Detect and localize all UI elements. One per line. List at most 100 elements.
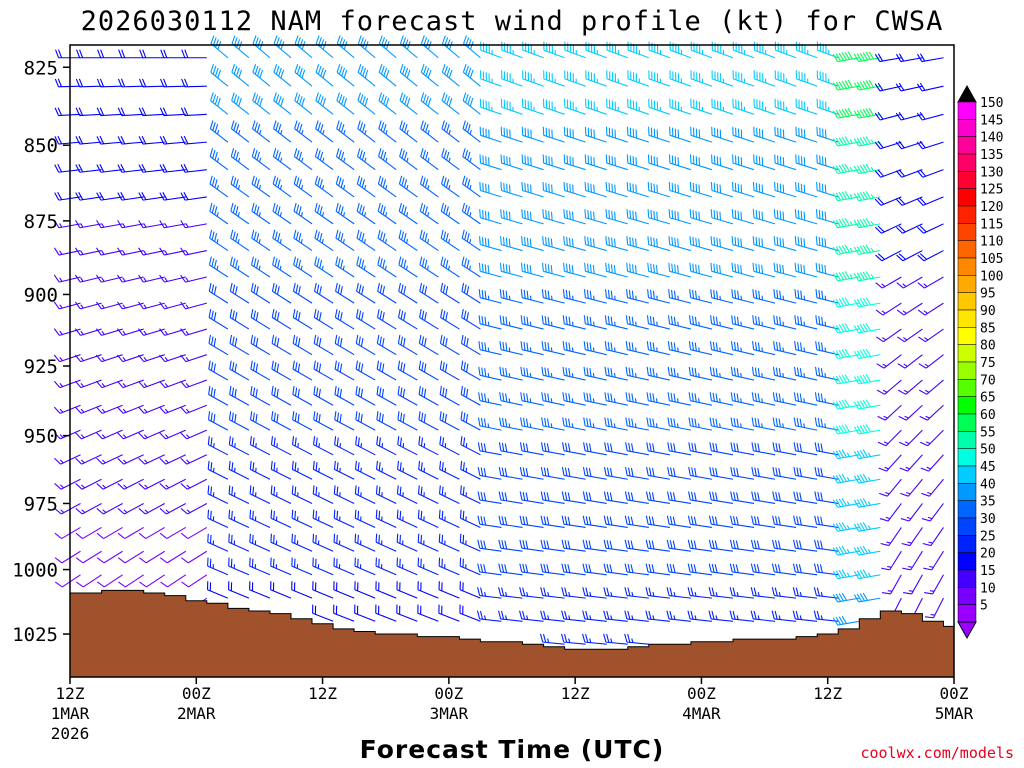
wind-barb bbox=[460, 360, 481, 381]
wind-barb bbox=[96, 247, 123, 256]
wind-barb bbox=[499, 341, 523, 356]
wind-barb bbox=[816, 181, 839, 198]
wind-barb bbox=[376, 386, 397, 406]
wind-barb bbox=[249, 557, 271, 576]
y-tick-label: 925 bbox=[24, 356, 58, 378]
wind-barb bbox=[687, 610, 713, 622]
wind-barb bbox=[562, 417, 586, 431]
wind-barb bbox=[793, 392, 818, 406]
wind-barb bbox=[294, 35, 313, 59]
wind-barb bbox=[605, 181, 628, 198]
wind-barb bbox=[816, 126, 839, 143]
wind-barb bbox=[772, 442, 797, 456]
wind-barb bbox=[750, 563, 776, 576]
wind-barb bbox=[646, 392, 670, 406]
wind-barb bbox=[521, 98, 544, 115]
wind-barb bbox=[647, 181, 671, 198]
wind-barb bbox=[604, 341, 628, 356]
wind-barb bbox=[273, 64, 292, 87]
wind-barb bbox=[731, 181, 755, 198]
wind-barb bbox=[774, 70, 797, 87]
wind-barb bbox=[561, 491, 586, 505]
wind-barb bbox=[96, 550, 123, 564]
wind-barb bbox=[418, 436, 439, 456]
colorbar-swatch bbox=[957, 101, 977, 120]
wind-barb bbox=[625, 392, 649, 406]
wind-barb bbox=[312, 509, 334, 528]
wind-barb bbox=[419, 309, 439, 330]
wind-barb bbox=[709, 491, 734, 505]
wind-barb bbox=[477, 563, 502, 576]
wind-barb bbox=[207, 436, 229, 456]
x-tick-label: 12Z bbox=[308, 684, 337, 703]
wind-barb bbox=[159, 526, 187, 540]
wind-barb bbox=[853, 473, 881, 484]
wind-barb bbox=[917, 250, 944, 262]
wind-barb bbox=[561, 563, 586, 576]
colorbar-swatch bbox=[957, 535, 977, 553]
wind-barb bbox=[605, 126, 628, 143]
y-tick-label: 825 bbox=[24, 57, 58, 79]
wind-barb bbox=[96, 404, 123, 414]
colorbar-label: 85 bbox=[980, 321, 996, 336]
wind-barb bbox=[417, 509, 439, 528]
wind-barb bbox=[75, 135, 102, 145]
wind-barb bbox=[271, 282, 292, 304]
wind-barb bbox=[461, 256, 481, 278]
wind-barb bbox=[916, 53, 944, 63]
wind-barb bbox=[582, 633, 607, 645]
colorbar-swatch bbox=[957, 240, 977, 259]
wind-barb bbox=[180, 478, 208, 490]
wind-barb bbox=[709, 392, 734, 406]
wind-barb bbox=[312, 581, 334, 599]
wind-barb bbox=[251, 148, 271, 171]
wind-barb bbox=[795, 181, 818, 198]
wind-barb bbox=[159, 379, 186, 389]
wind-barb bbox=[874, 169, 902, 178]
wind-barb bbox=[399, 148, 418, 171]
wind-barb bbox=[210, 35, 229, 59]
wind-barb bbox=[793, 442, 818, 456]
wind-barb bbox=[271, 309, 292, 330]
wind-barb bbox=[645, 515, 670, 528]
x-tick-label: 00Z bbox=[434, 684, 463, 703]
wind-barb bbox=[209, 175, 229, 198]
wind-barb bbox=[499, 392, 523, 406]
wind-barb bbox=[708, 539, 734, 552]
wind-barb bbox=[117, 164, 144, 173]
wind-barb bbox=[499, 289, 523, 304]
wind-barb bbox=[376, 460, 397, 480]
wind-barb bbox=[498, 587, 523, 599]
wind-barb bbox=[795, 70, 818, 87]
wind-barb bbox=[250, 334, 271, 356]
wind-barb bbox=[604, 417, 628, 431]
wind-barb bbox=[625, 315, 649, 330]
wind-barb bbox=[75, 550, 102, 564]
wind-barb bbox=[441, 64, 460, 87]
y-tick-label: 1025 bbox=[12, 624, 58, 646]
wind-barb bbox=[648, 41, 671, 59]
wind-barb bbox=[118, 574, 144, 588]
wind-barb bbox=[521, 209, 544, 225]
wind-barb bbox=[397, 460, 418, 480]
wind-barb bbox=[583, 392, 607, 406]
wind-barb bbox=[357, 92, 376, 115]
wind-barb bbox=[625, 442, 649, 456]
wind-barb bbox=[138, 478, 165, 490]
wind-barb bbox=[900, 503, 923, 522]
wind-barb bbox=[315, 120, 334, 143]
wind-barb bbox=[562, 289, 586, 304]
wind-barb bbox=[356, 256, 376, 278]
wind-barb bbox=[816, 154, 839, 171]
wind-barb bbox=[117, 191, 144, 201]
wind-barb bbox=[229, 386, 250, 406]
wind-barb bbox=[689, 154, 713, 171]
wind-barb bbox=[292, 411, 313, 431]
wind-barb bbox=[439, 485, 460, 504]
wind-barb bbox=[440, 229, 460, 252]
wind-barb bbox=[497, 610, 523, 622]
wind-barb bbox=[853, 163, 881, 175]
wind-barb bbox=[315, 35, 334, 59]
wind-barb bbox=[476, 610, 502, 622]
wind-barb bbox=[519, 587, 544, 599]
